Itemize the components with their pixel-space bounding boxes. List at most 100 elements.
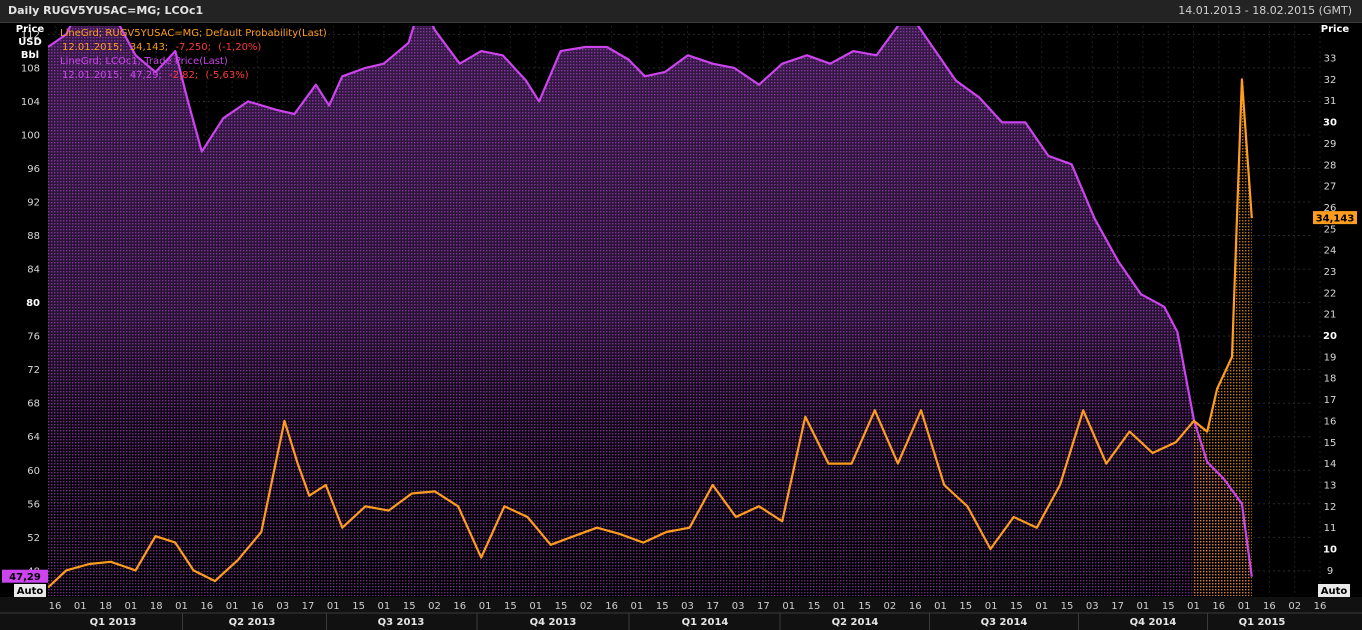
x-day-label: 03: [276, 601, 289, 612]
right-last-value-box: [1313, 211, 1357, 225]
legend: LineGrd; RUGV5YUSAC=MG; Default Probabil…: [60, 28, 327, 81]
x-day-label: 15: [959, 601, 972, 612]
left-axis-label-price: Price: [16, 24, 45, 35]
x-day-label: 15: [352, 601, 365, 612]
x-quarter-label: Q3 2014: [981, 617, 1028, 628]
x-day-label: 16: [605, 601, 618, 612]
x-day-label: 02: [428, 601, 441, 612]
legend-series1-name: LineGrd; RUGV5YUSAC=MG; Default Probabil…: [60, 28, 327, 39]
x-axis-day-ticks: 16 01 18 01 18 01 16 01 16 03 17 01 15 01 15 02 16 01 15 01…: [49, 601, 1327, 612]
left-axis-label-usd: USD: [18, 37, 42, 48]
right-tick-label: 31: [1324, 96, 1337, 107]
x-day-label: 15: [656, 601, 669, 612]
x-day-label: 15: [555, 601, 568, 612]
x-day-label: 01: [1238, 601, 1251, 612]
x-day-label: 01: [1137, 601, 1150, 612]
left-tick-label: 84: [27, 265, 40, 276]
right-tick-label: 16: [1324, 416, 1337, 427]
x-day-label: 16: [909, 601, 922, 612]
x-day-label: 17: [1111, 601, 1124, 612]
left-tick-label: 56: [27, 499, 40, 510]
x-quarter-label: Q1 2013: [90, 617, 137, 628]
right-auto-scale-button[interactable]: [1318, 584, 1350, 597]
right-tick-label: 27: [1324, 182, 1337, 193]
x-day-label: 01: [226, 601, 239, 612]
default-prob-line: [48, 78, 1253, 589]
left-tick-label: 112: [21, 30, 40, 41]
x-day-label: 03: [1086, 601, 1099, 612]
left-tick-label: 60: [27, 466, 40, 477]
x-quarter-label: Q1 2014: [682, 617, 729, 628]
x-day-label: 01: [479, 601, 492, 612]
legend-series1-pct: (-1,20%): [218, 42, 261, 53]
left-tick-label: 92: [27, 198, 40, 209]
x-day-label: 01: [1035, 601, 1048, 612]
x-day-label: 15: [504, 601, 517, 612]
x-quarter-label: Q1 2015: [1239, 617, 1286, 628]
legend-series1-value: 34,143;: [130, 42, 168, 53]
x-quarter-label: Q4 2013: [530, 617, 577, 628]
x-axis: 16 01 18 01 18 01 16 01 16 03 17 01 15 01 15 02 16 01 15 01…: [0, 597, 1362, 630]
right-tick-label: 12: [1324, 502, 1337, 513]
right-tick-label: 21: [1324, 310, 1337, 321]
left-tick-label: 52: [27, 533, 40, 544]
right-tick-label: 13: [1324, 480, 1337, 491]
x-day-label: 15: [1061, 601, 1074, 612]
x-day-label: 17: [706, 601, 719, 612]
x-day-label: 01: [934, 601, 947, 612]
legend-series1-values: 12.01.2015; 34,143; -7,250; (-1,20%): [62, 42, 261, 53]
right-tick-label: 33: [1324, 54, 1337, 65]
x-day-label: 15: [1162, 601, 1175, 612]
right-tick-label: 9: [1327, 566, 1333, 577]
legend-series2-value: 47,29;: [130, 70, 162, 81]
legend-series2-date: 12.01.2015;: [62, 70, 123, 81]
right-tick-label: 26: [1324, 203, 1337, 214]
right-tick-label: 18: [1324, 374, 1337, 385]
chart-title: Daily RUGV5YUSAC=MG; LCOc1: [8, 4, 204, 17]
left-tick-label: 80: [26, 298, 40, 309]
x-day-label: 16: [1314, 601, 1327, 612]
right-last-value-tag: 34,143: [1313, 211, 1357, 225]
x-axis-quarters: Q1 2013 Q2 2013 Q3 2013 Q4 2013 Q1 2014 Q2 20…: [90, 613, 1286, 630]
x-day-label: 01: [378, 601, 391, 612]
chart-title-bar: Daily RUGV5YUSAC=MG; LCOc1 14.01.2013 - …: [0, 0, 1362, 23]
left-tick-label: 72: [27, 365, 40, 376]
left-tick-label: 96: [27, 164, 40, 175]
x-day-label: 03: [681, 601, 694, 612]
x-day-label: 01: [1187, 601, 1200, 612]
left-last-value-text: 47,29: [9, 572, 41, 583]
right-tick-label: 24: [1324, 246, 1337, 257]
right-auto-scale-label: Auto: [1321, 586, 1348, 597]
x-quarter-label: Q2 2013: [229, 617, 276, 628]
x-day-label: 01: [175, 601, 188, 612]
right-tick-label: 14: [1324, 459, 1337, 470]
x-day-label: 01: [833, 601, 846, 612]
x-day-label: 15: [1010, 601, 1023, 612]
right-axis-label-price: Price: [1321, 24, 1350, 35]
right-tick-label: 30: [1323, 118, 1337, 129]
x-day-label: 16: [200, 601, 213, 612]
date-range: 14.01.2013 - 18.02.2015 (GMT): [1178, 4, 1352, 17]
x-day-label: 15: [808, 601, 821, 612]
right-tick-label: 22: [1324, 288, 1337, 299]
legend-series2-pct: (-5,63%): [205, 70, 248, 81]
right-tick-label: 25: [1324, 224, 1337, 235]
x-day-label: 17: [757, 601, 770, 612]
right-tick-label: 28: [1324, 160, 1337, 171]
right-tick-label: 11: [1324, 523, 1337, 534]
x-day-label: 02: [884, 601, 897, 612]
left-auto-scale-button[interactable]: [14, 584, 46, 597]
right-tick-label: 29: [1324, 139, 1337, 150]
left-tick-label: 100: [21, 130, 40, 141]
right-axis-ticks: 9 10 11 12 13 14 15 16 17 18 19 20 21 22 23 24 25 26 27 28 2…: [1323, 54, 1337, 577]
x-day-label: 16: [1212, 601, 1225, 612]
right-tick-label: 32: [1324, 75, 1337, 86]
left-tick-label: 88: [27, 231, 40, 242]
legend-series2-name: LineGrd; LCOc1; Trade Price(Last): [60, 56, 228, 67]
x-quarter-label: Q4 2014: [1130, 617, 1177, 628]
left-axis-ticks: 48525660646872768084889296100104108112: [21, 30, 40, 577]
x-day-label: 15: [403, 601, 416, 612]
x-day-label: 16: [1263, 601, 1276, 612]
x-day-label: 01: [631, 601, 644, 612]
left-auto-scale-label: Auto: [17, 586, 44, 597]
